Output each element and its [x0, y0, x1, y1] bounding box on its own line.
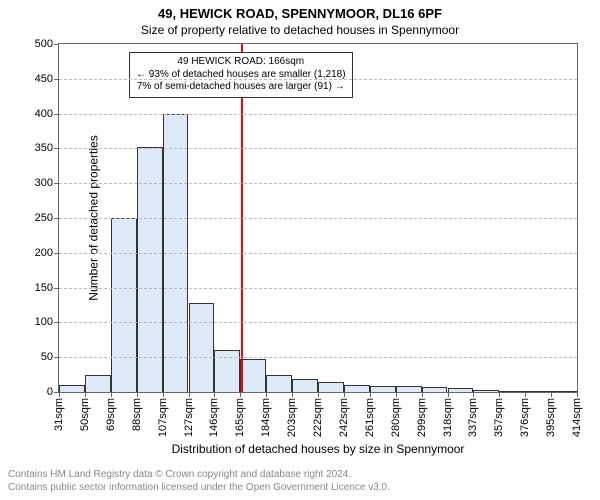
- ytick-label: 500: [35, 38, 59, 50]
- xtick-label: 299sqm: [416, 398, 428, 437]
- xtick-mark: [85, 392, 86, 397]
- gridline-h: [59, 357, 577, 358]
- histogram-bar: [344, 385, 370, 392]
- ytick-label: 300: [35, 177, 59, 189]
- xtick-mark: [473, 392, 474, 397]
- xtick-label: 107sqm: [157, 398, 169, 437]
- ytick-label: 100: [35, 316, 59, 328]
- ytick-label: 200: [35, 247, 59, 259]
- gridline-h: [59, 114, 577, 115]
- xtick-mark: [551, 392, 552, 397]
- xtick-label: 261sqm: [364, 398, 376, 437]
- gridline-h: [59, 253, 577, 254]
- xtick-label: 242sqm: [338, 398, 350, 437]
- xtick-label: 376sqm: [519, 398, 531, 437]
- page-subtitle: Size of property relative to detached ho…: [0, 23, 600, 37]
- footer-line-1: Contains HM Land Registry data © Crown c…: [8, 469, 390, 482]
- xtick-label: 222sqm: [312, 398, 324, 437]
- gridline-h: [59, 322, 577, 323]
- xtick-mark: [163, 392, 164, 397]
- xtick-mark: [344, 392, 345, 397]
- annotation-line: 49 HEWICK ROAD: 166sqm: [136, 56, 346, 69]
- histogram-bar: [473, 390, 499, 392]
- xtick-label: 69sqm: [105, 398, 117, 431]
- xtick-mark: [240, 392, 241, 397]
- footer-attribution: Contains HM Land Registry data © Crown c…: [8, 469, 390, 494]
- xtick-mark: [499, 392, 500, 397]
- annotation-box: 49 HEWICK ROAD: 166sqm← 93% of detached …: [129, 52, 353, 98]
- xtick-mark: [370, 392, 371, 397]
- gridline-h: [59, 79, 577, 80]
- xtick-label: 203sqm: [286, 398, 298, 437]
- xtick-label: 88sqm: [131, 398, 143, 431]
- xtick-label: 414sqm: [571, 398, 583, 437]
- histogram-bar: [189, 303, 215, 392]
- annotation-line: 7% of semi-detached houses are larger (9…: [136, 81, 346, 94]
- xtick-mark: [396, 392, 397, 397]
- xtick-label: 127sqm: [183, 398, 195, 437]
- ytick-label: 150: [35, 282, 59, 294]
- xtick-mark: [292, 392, 293, 397]
- gridline-h: [59, 183, 577, 184]
- ytick-label: 350: [35, 142, 59, 154]
- histogram-bar: [85, 375, 111, 392]
- histogram-bar: [266, 375, 292, 392]
- footer-line-2: Contains public sector information licen…: [8, 482, 390, 495]
- ytick-label: 400: [35, 108, 59, 120]
- xtick-label: 146sqm: [208, 398, 220, 437]
- histogram-bar: [370, 386, 396, 392]
- xtick-label: 50sqm: [79, 398, 91, 431]
- xtick-label: 31sqm: [53, 398, 65, 431]
- histogram-bar: [499, 391, 525, 392]
- ytick-label: 50: [41, 351, 59, 363]
- histogram-chart: Number of detached properties 49 HEWICK …: [58, 43, 578, 393]
- xtick-mark: [137, 392, 138, 397]
- xtick-label: 165sqm: [234, 398, 246, 437]
- gridline-h: [59, 218, 577, 219]
- ytick-label: 0: [47, 386, 59, 398]
- histogram-bar: [240, 359, 266, 392]
- xtick-label: 395sqm: [545, 398, 557, 437]
- xtick-label: 357sqm: [493, 398, 505, 437]
- xtick-mark: [214, 392, 215, 397]
- xtick-mark: [111, 392, 112, 397]
- xtick-label: 318sqm: [442, 398, 454, 437]
- ytick-label: 450: [35, 73, 59, 85]
- xtick-mark: [266, 392, 267, 397]
- histogram-bar: [448, 388, 474, 392]
- xtick-mark: [448, 392, 449, 397]
- histogram-bar: [59, 385, 85, 392]
- page-title: 49, HEWICK ROAD, SPENNYMOOR, DL16 6PF: [0, 6, 600, 21]
- histogram-bar: [422, 387, 448, 392]
- xtick-label: 184sqm: [260, 398, 272, 437]
- xtick-mark: [189, 392, 190, 397]
- xtick-mark: [577, 392, 578, 397]
- xtick-label: 280sqm: [390, 398, 402, 437]
- xtick-mark: [59, 392, 60, 397]
- xtick-mark: [318, 392, 319, 397]
- histogram-bar: [525, 391, 551, 392]
- histogram-bar: [292, 379, 318, 392]
- gridline-h: [59, 148, 577, 149]
- histogram-bar: [318, 382, 344, 392]
- gridline-h: [59, 288, 577, 289]
- xtick-label: 337sqm: [467, 398, 479, 437]
- x-axis-label: Distribution of detached houses by size …: [172, 442, 465, 456]
- histogram-bar: [551, 391, 577, 392]
- xtick-mark: [422, 392, 423, 397]
- histogram-bar: [396, 386, 422, 392]
- histogram-bar: [111, 218, 137, 392]
- ytick-label: 250: [35, 212, 59, 224]
- xtick-mark: [525, 392, 526, 397]
